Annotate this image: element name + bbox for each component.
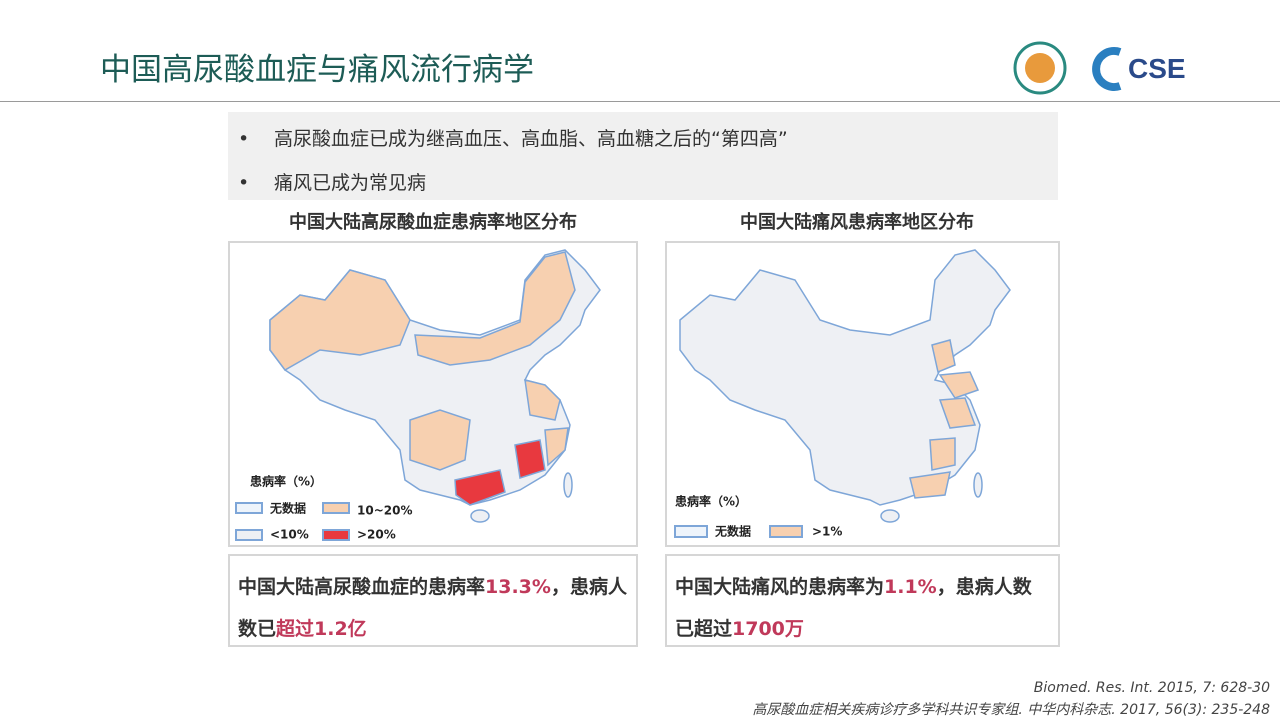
legend-swatch <box>235 529 263 541</box>
legend-right: 患病率（%） 无数据 >1% <box>674 494 842 539</box>
bullet-text: 痛风已成为常见病 <box>274 172 427 194</box>
bullet-box: • 高尿酸血症已成为继高血压、高血脂、高血糖之后的“第四高” • 痛风已成为常见病 <box>228 112 1058 200</box>
panel-title: 中国大陆高尿酸血症患病率地区分布 <box>289 212 577 233</box>
panel-title: 中国大陆痛风患病率地区分布 <box>740 212 974 233</box>
legend-left: 患病率（%） 无数据 10~20% <10% >20% <box>235 474 412 542</box>
bullet-text: 高尿酸血症已成为继高血压、高血脂、高血糖之后的“第四高” <box>274 128 788 150</box>
legend-swatch <box>674 525 708 538</box>
legend-swatch <box>235 502 263 514</box>
summary-highlight: 超过1.2亿 <box>276 618 367 640</box>
legend-label: >20% <box>357 528 396 542</box>
legend-label: 10~20% <box>357 504 412 518</box>
legend-title: 患病率（%） <box>250 474 322 489</box>
maps: 患病率（%） 无数据 10~20% <10% >20% 患病率（%） 无数据 >… <box>235 249 1011 542</box>
summary-text: ，患病人数已超过 <box>675 576 1032 640</box>
summary-text: ，患病人数已 <box>238 576 627 640</box>
logo-arc <box>1092 47 1122 91</box>
bullet: • 痛风已成为常见病 <box>238 172 427 194</box>
legend-label: >1% <box>812 525 842 539</box>
bullet: • 高尿酸血症已成为继高血压、高血脂、高血糖之后的“第四高” <box>238 128 788 150</box>
map-right <box>679 249 1011 523</box>
summary-highlight: 1.1% <box>884 576 937 598</box>
summary-highlight: 1700万 <box>732 618 804 640</box>
legend-swatch <box>322 529 350 541</box>
summary-text: 中国大陆痛风的患病率为 <box>675 576 885 598</box>
legend-label: 无数据 <box>714 524 751 539</box>
legend-swatch <box>769 525 803 538</box>
reference: 高尿酸血症相关疾病诊疗多学科共识专家组. 中华内科杂志. 2017, 56(3)… <box>752 702 1270 718</box>
map-left <box>269 249 601 523</box>
summary-box: 中国大陆痛风的患病率为1.1%，患病人数已超过1700万 <box>665 554 1060 647</box>
summary-box: 中国大陆高尿酸血症的患病率13.3%，患病人数已超过1.2亿 <box>228 554 638 647</box>
legend-swatch <box>322 502 350 514</box>
summary-highlight: 13.3% <box>485 576 551 598</box>
logo-text: CSE <box>1128 53 1186 84</box>
reference: Biomed. Res. Int. 2015, 7: 628-30 <box>1033 680 1270 696</box>
summary-text: 中国大陆高尿酸血症的患病率 <box>238 576 486 598</box>
logos: CSE <box>1013 41 1186 95</box>
legend-title: 患病率（%） <box>675 494 747 509</box>
legend-label: 无数据 <box>269 501 306 516</box>
legend-label: <10% <box>270 528 309 542</box>
logo-emblem-core <box>1025 53 1055 83</box>
slide-title: 中国高尿酸血症与痛风流行病学 <box>100 52 534 88</box>
divider <box>0 101 1280 102</box>
